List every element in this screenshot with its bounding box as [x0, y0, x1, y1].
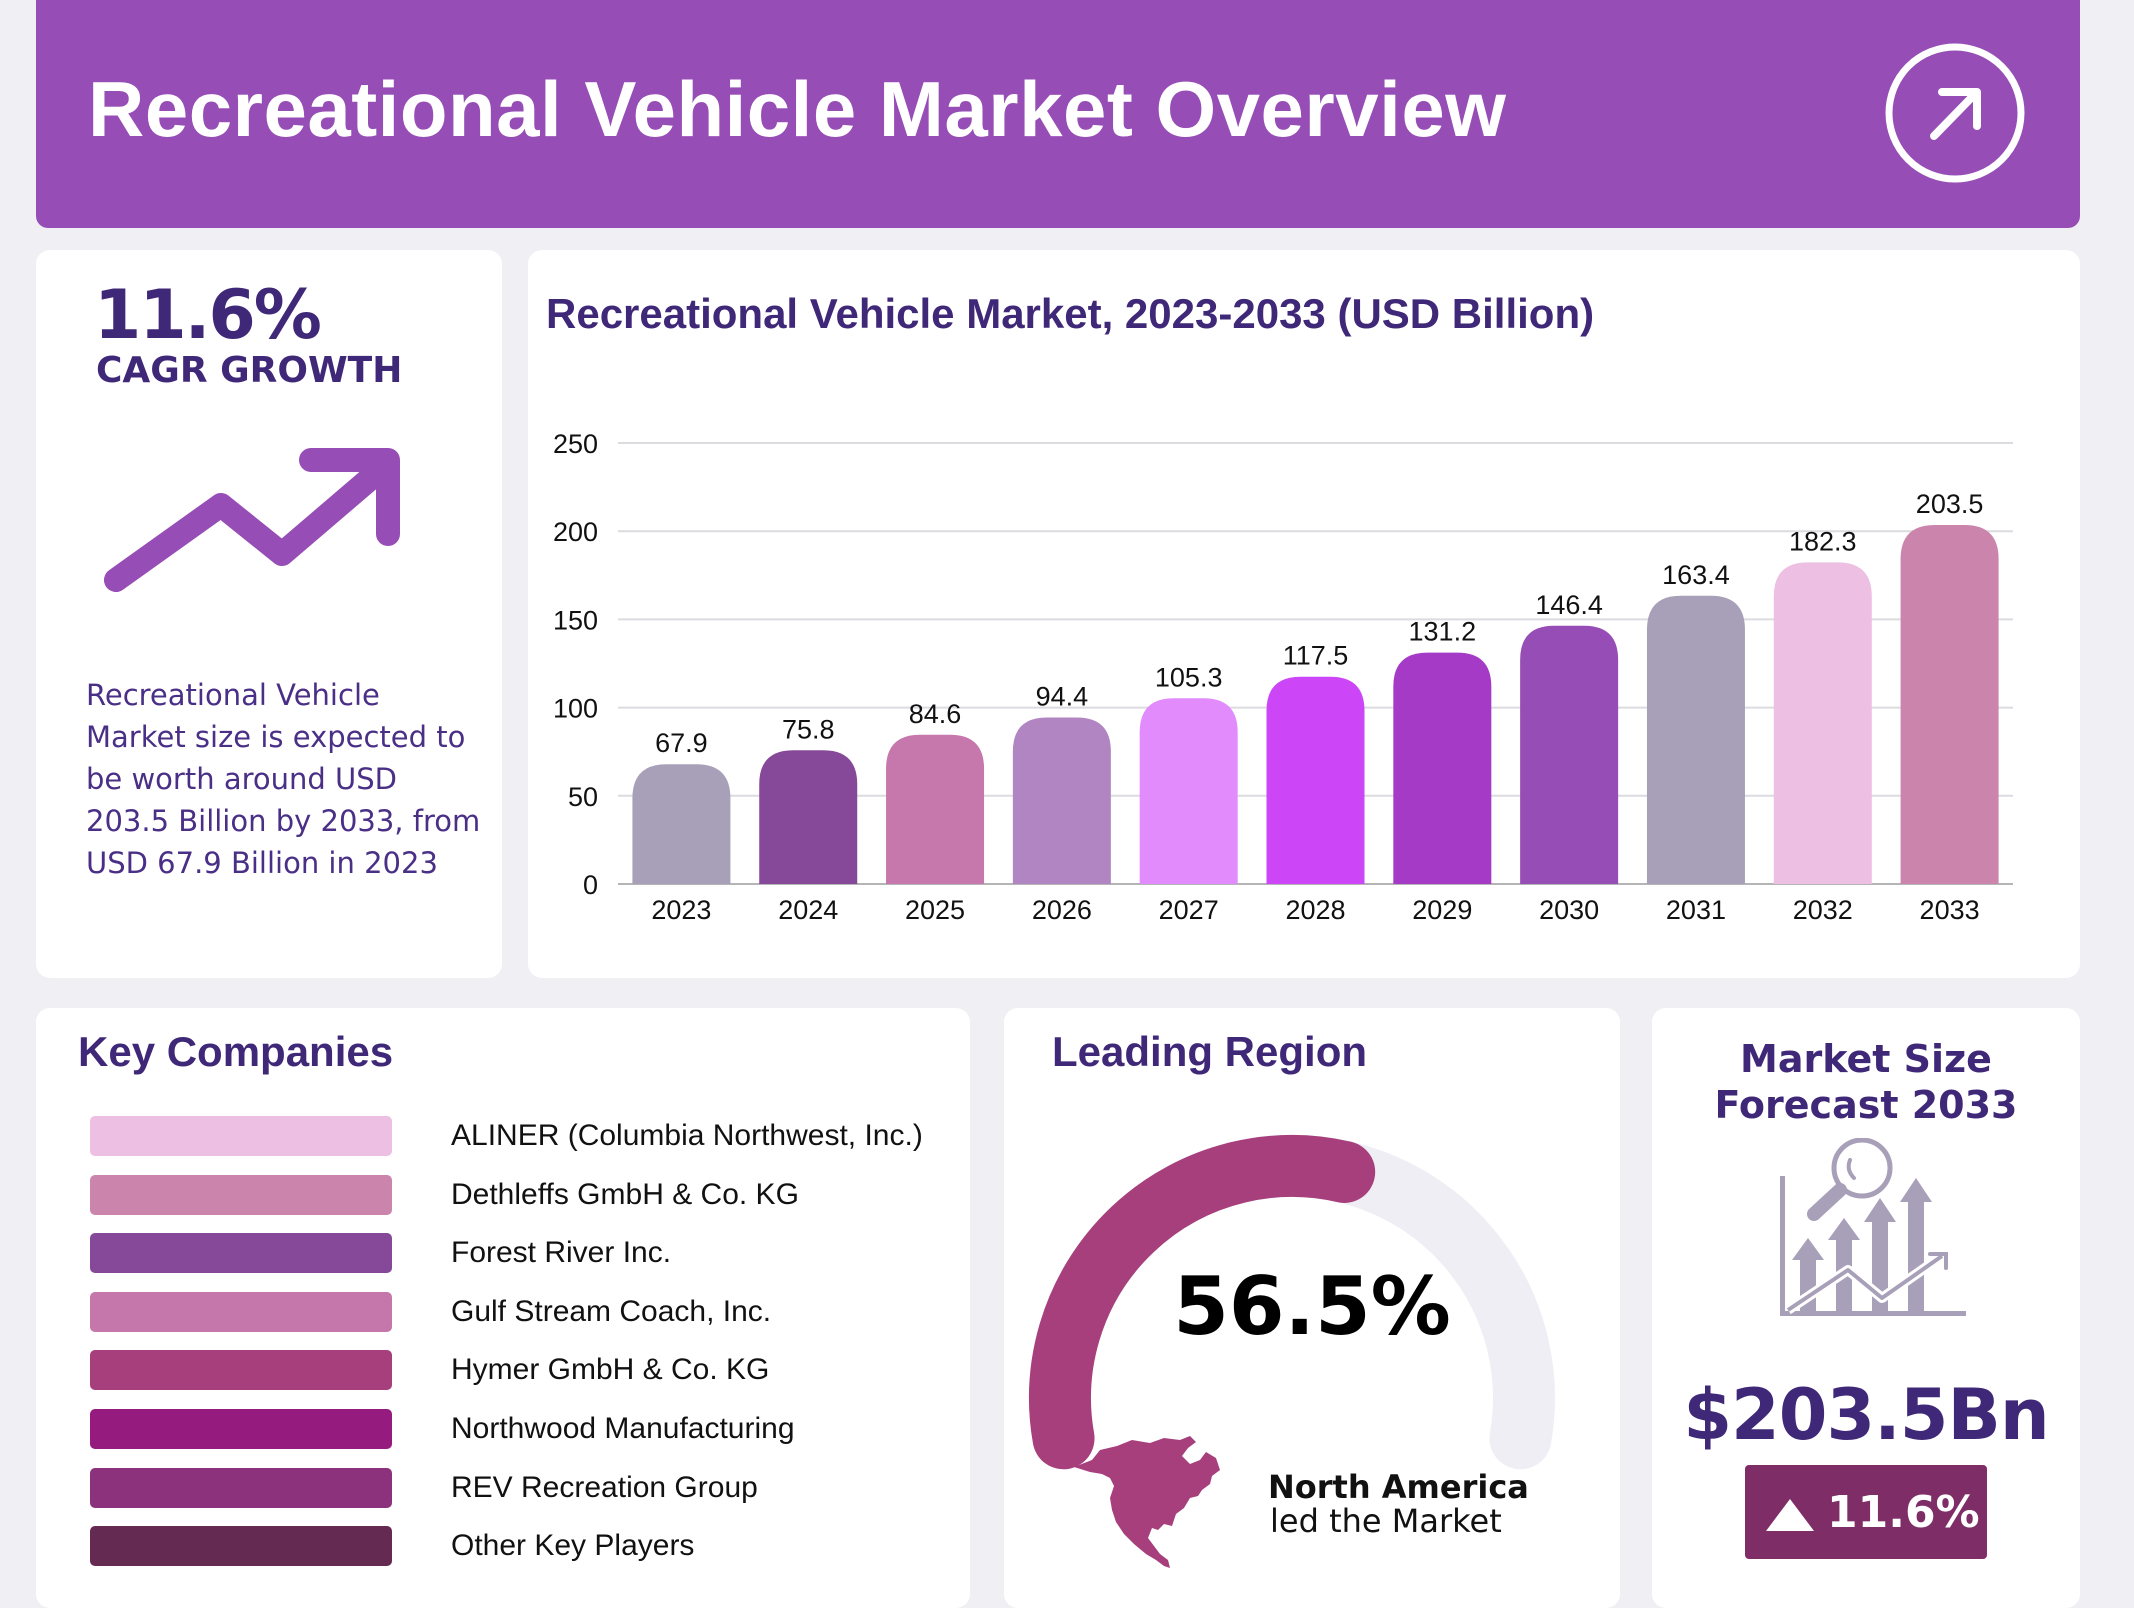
company-color-swatch: [90, 1350, 392, 1391]
bar-2024: [759, 750, 858, 884]
growth-badge: 11.6%: [1745, 1465, 1987, 1559]
company-item: Hymer GmbH & Co. KG: [90, 1350, 950, 1394]
company-color-swatch: [90, 1526, 392, 1567]
market-size-title-line1: Market Size: [1740, 1037, 1992, 1081]
bar-value-label: 75.8: [782, 714, 835, 744]
y-tick-label: 150: [553, 605, 598, 635]
y-tick-label: 100: [553, 694, 598, 724]
company-item: Northwood Manufacturing: [90, 1409, 950, 1453]
gauge-fill: [1029, 1135, 1376, 1470]
header-banner: Recreational Vehicle Market Overview: [36, 0, 2080, 228]
bar-value-label: 94.4: [1036, 681, 1089, 711]
cagr-label: CAGR GROWTH: [96, 350, 403, 391]
x-tick-label: 2024: [778, 895, 838, 925]
x-tick-label: 2031: [1666, 895, 1726, 925]
y-tick-label: 200: [553, 517, 598, 547]
trending-up-arrow-icon: [104, 448, 400, 592]
company-name: ALINER (Columbia Northwest, Inc.): [451, 1119, 923, 1152]
market-size-title: Market Size Forecast 2033: [1652, 1036, 2080, 1128]
company-color-swatch: [90, 1409, 392, 1449]
company-name: Forest River Inc.: [451, 1236, 672, 1270]
company-color-swatch: [90, 1291, 392, 1332]
company-item: Other Key Players: [90, 1526, 950, 1570]
y-tick-label: 0: [583, 870, 598, 900]
company-color-swatch: [90, 1233, 392, 1274]
x-tick-label: 2025: [905, 895, 965, 925]
cagr-value: 11.6%: [94, 276, 322, 355]
y-tick-label: 250: [553, 429, 598, 459]
bar-value-label: 203.5: [1916, 489, 1984, 519]
bar-2028: [1266, 676, 1365, 884]
arrow-up-right-circle-icon[interactable]: [1882, 40, 2028, 186]
market-size-title-line2: Forecast 2033: [1714, 1083, 2018, 1127]
bar-2032: [1773, 562, 1872, 884]
bar-value-label: 84.6: [909, 699, 962, 729]
leading-region-title: Leading Region: [1052, 1028, 1367, 1075]
bar-2026: [1012, 717, 1111, 884]
company-item: Dethleffs GmbH & Co. KG: [90, 1174, 950, 1219]
chart-title: Recreational Vehicle Market, 2023-2033 (…: [546, 290, 1595, 337]
company-item: REV Recreation Group: [90, 1467, 950, 1512]
region-subtitle: led the Market: [1270, 1502, 1502, 1540]
north-america-map-icon: [1074, 1436, 1220, 1568]
bar-chart-card: 0 50 100 150 200 250 67.9 2023 75.8 2024 84.6 2025 9…: [528, 250, 2080, 978]
bar-2033: [1900, 525, 1999, 884]
x-tick-label: 2027: [1159, 895, 1219, 925]
triangle-up-icon: [1766, 1499, 1814, 1531]
region-name: North America: [1268, 1468, 1529, 1506]
x-tick-label: 2032: [1793, 895, 1853, 925]
bar-2029: [1393, 652, 1492, 884]
chart-analysis-magnifier-icon: [1780, 1138, 1966, 1316]
company-name: REV Recreation Group: [451, 1470, 758, 1504]
y-tick-label: 50: [568, 782, 598, 812]
x-tick-label: 2028: [1285, 895, 1345, 925]
page-title: Recreational Vehicle Market Overview: [88, 65, 1507, 153]
cagr-card: 11.6% CAGR GROWTH Recreational Vehicle M…: [36, 250, 502, 978]
cagr-description: Recreational Vehicle Market size is expe…: [86, 678, 481, 880]
bar-value-label: 105.3: [1155, 662, 1223, 692]
x-tick-label: 2033: [1920, 895, 1980, 925]
bar-2031: [1646, 595, 1745, 884]
company-name: Other Key Players: [451, 1529, 695, 1563]
x-tick-label: 2023: [651, 895, 711, 925]
bar-value-label: 146.4: [1535, 590, 1603, 620]
bar-2030: [1520, 625, 1619, 884]
region-share-gauge: [1029, 1135, 1555, 1470]
bar-value-label: 117.5: [1283, 641, 1349, 671]
company-color-swatch: [90, 1116, 392, 1156]
growth-badge-value: 11.6%: [1827, 1487, 1980, 1538]
bar-2027: [1139, 698, 1238, 884]
bar-2025: [886, 734, 985, 884]
key-companies-title: Key Companies: [78, 1028, 394, 1075]
bar-value-label: 131.2: [1409, 617, 1477, 647]
company-name: Northwood Manufacturing: [451, 1412, 795, 1445]
bar-value-label: 163.4: [1662, 560, 1730, 590]
key-companies-card: Key Companies ALINER (Columbia Northwest…: [36, 1008, 970, 1608]
x-tick-label: 2026: [1032, 895, 1092, 925]
company-item: ALINER (Columbia Northwest, Inc.): [90, 1116, 950, 1160]
bar-value-label: 67.9: [655, 728, 708, 758]
bar-2023: [632, 764, 731, 884]
company-color-swatch: [90, 1174, 392, 1215]
company-name: Hymer GmbH & Co. KG: [451, 1353, 770, 1387]
company-color-swatch: [90, 1467, 392, 1508]
company-item: Gulf Stream Coach, Inc.: [90, 1291, 950, 1336]
bar-value-label: 182.3: [1789, 526, 1857, 556]
x-tick-label: 2029: [1412, 895, 1472, 925]
company-item: Forest River Inc.: [90, 1233, 950, 1277]
bar-chart: 0 50 100 150 200 250 67.9 2023 75.8 2024 84.6 2025 9…: [553, 429, 2013, 925]
x-tick-label: 2030: [1539, 895, 1599, 925]
market-size-value: $203.5Bn: [1683, 1374, 2049, 1456]
company-name: Gulf Stream Coach, Inc.: [451, 1294, 772, 1328]
leading-region-card: Leading Region 56.5% North America led t…: [1004, 1008, 1620, 1608]
market-size-card: Market Size Forecast 2033 $203.5Bn 11.6%: [1652, 1008, 2080, 1608]
company-name: Dethleffs GmbH & Co. KG: [451, 1177, 799, 1211]
region-share-value: 56.5%: [1173, 1260, 1451, 1353]
